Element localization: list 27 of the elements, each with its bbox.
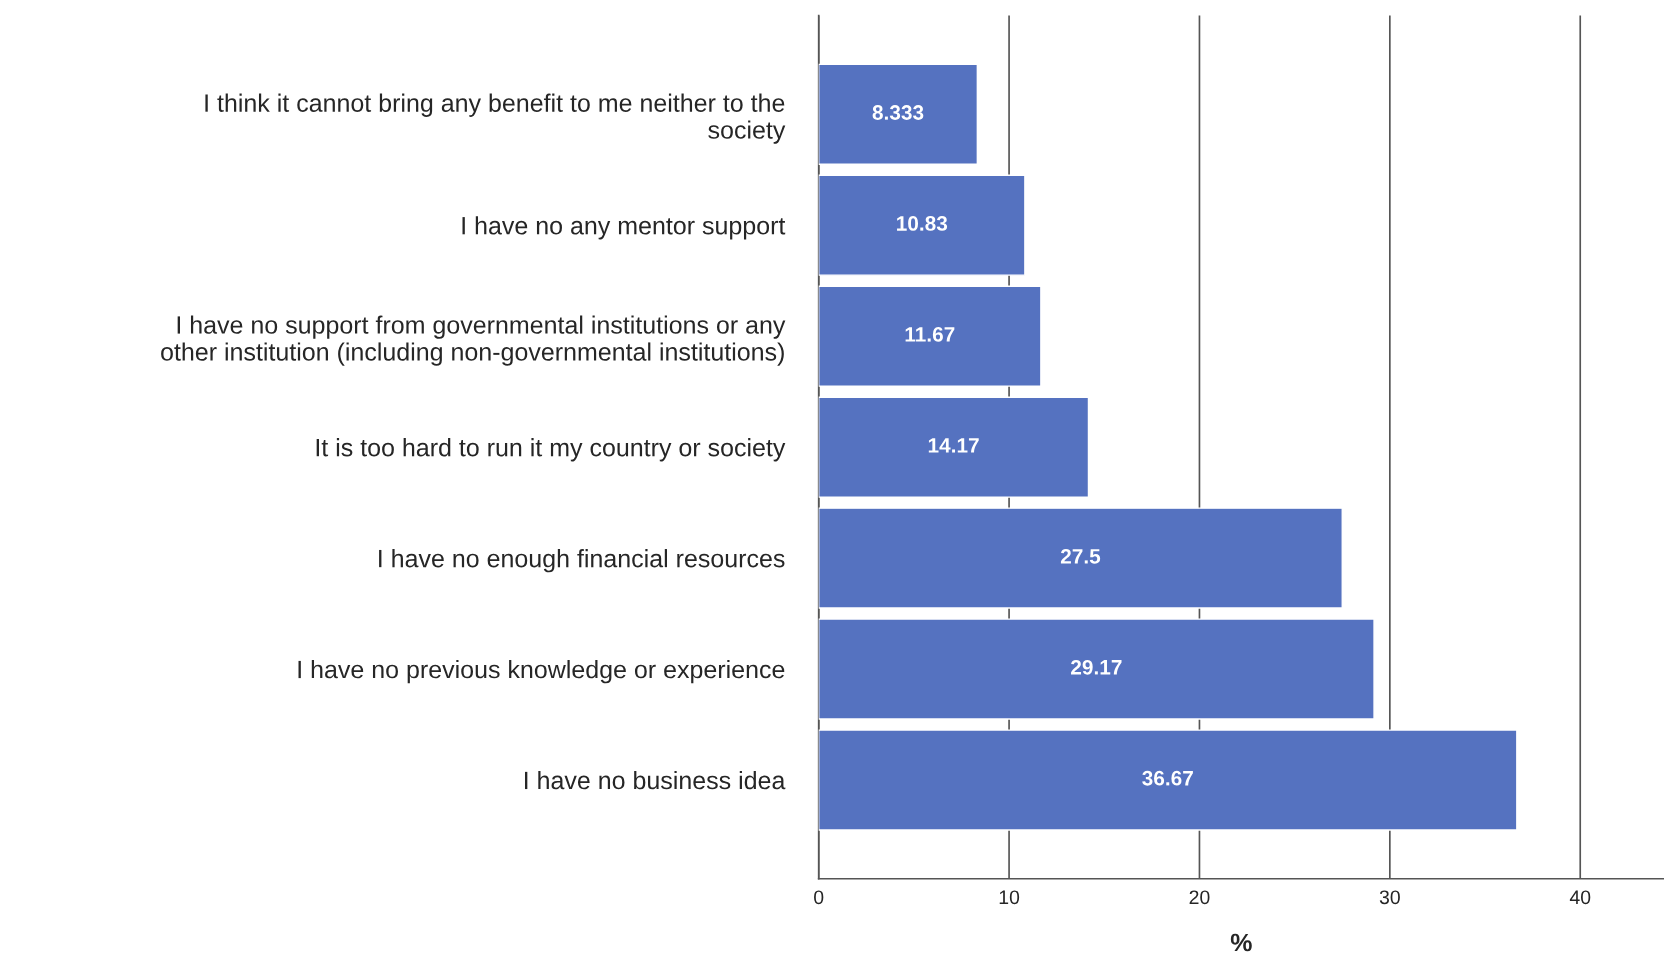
data-label: 11.67 [905, 327, 955, 342]
bar [818, 174, 1026, 276]
x-tick-label: 0 [814, 890, 824, 905]
y-tick-label: I have no enough financial resources [379, 549, 785, 573]
x-tick-label: 10 [999, 890, 1020, 905]
data-label: 10.83 [897, 216, 948, 231]
bar [818, 507, 1343, 609]
bar [818, 396, 1090, 498]
bar [818, 729, 1518, 831]
bar [818, 618, 1375, 720]
data-label: 29.17 [1071, 659, 1122, 675]
data-label: 14.17 [928, 438, 979, 453]
x-tick-label: 20 [1189, 890, 1210, 905]
y-tick-label: I have no business idea [525, 770, 786, 790]
y-tick-label: I have no previous knowledge or experience [298, 659, 785, 684]
y-tick-label: I have no support from governmental institutions or any other institution (including non-governmental institutions) [161, 315, 786, 366]
x-axis-title: % [1230, 933, 1252, 952]
x-tick-label: 30 [1379, 890, 1400, 905]
data-label: 27.5 [1060, 548, 1101, 564]
y-tick-label: It is too hard to run it my country or society [316, 438, 786, 462]
y-tick-label: I think it cannot bring any benefit to me neither to the society [205, 93, 786, 144]
y-tick-label: I have no any mentor support [462, 216, 786, 240]
data-label: 8.333 [872, 105, 924, 120]
bar [818, 63, 979, 165]
x-tick-label: 40 [1569, 890, 1591, 905]
bar [818, 285, 1042, 387]
data-label: 36.67 [1142, 770, 1193, 786]
